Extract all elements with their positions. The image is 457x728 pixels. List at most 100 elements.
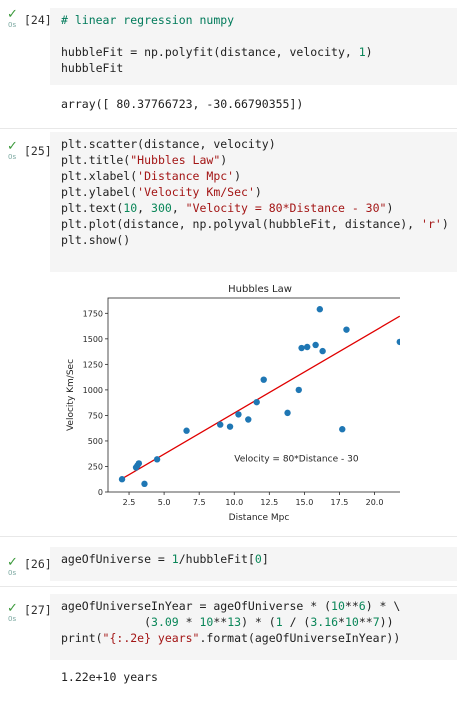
- run-duration: 0s: [8, 153, 16, 161]
- scatter-point: [296, 387, 302, 393]
- scatter-point: [312, 342, 318, 348]
- check-icon: ✓: [7, 8, 18, 21]
- code-token: plt.ylabel(: [61, 185, 137, 199]
- code-cell-27[interactable]: ✓ 0s [27] ageOfUniverseInYear = ageOfUni…: [0, 594, 457, 728]
- code-token: "{:.2e} years": [103, 631, 200, 645]
- hubbles-law-chart: Hubbles Law 0 250 500 750 1000 1250 1500 1750 2…: [60, 277, 400, 527]
- code-token: "Velocity = 80*Distance - 30": [186, 201, 387, 215]
- scatter-point: [343, 326, 349, 332]
- code-token: ,: [172, 201, 186, 215]
- code-token: (: [61, 615, 151, 629]
- code-token: ageOfUniverse =: [61, 552, 172, 566]
- code-token: plt.xlabel(: [61, 169, 137, 183]
- code-token: **: [345, 599, 359, 613]
- code-editor[interactable]: plt.scatter(distance, velocity) plt.title…: [50, 132, 457, 272]
- code-line: plt.show(): [61, 232, 130, 248]
- code-token: ): [366, 45, 373, 59]
- scatter-point: [284, 410, 290, 416]
- code-token: hubbleFit: [61, 61, 123, 75]
- code-line: ageOfUniverse = 1/hubbleFit[0]: [61, 551, 269, 567]
- code-line: plt.ylabel('Velocity Km/Sec'): [61, 184, 262, 200]
- cell-prompt: [26]: [24, 557, 52, 571]
- code-token: plt.scatter(distance, velocity): [61, 137, 276, 151]
- code-line: print("{:.2e} years".format(ageOfUnivers…: [61, 630, 400, 646]
- code-line: plt.xlabel('Distance Mpc'): [61, 168, 241, 184]
- code-token: / (: [283, 615, 311, 629]
- y-axis-label: Velocity Km/Sec: [66, 359, 76, 431]
- code-token: .format(ageOfUniverseInYear)): [199, 631, 400, 645]
- code-token: ): [234, 169, 241, 183]
- code-line: plt.text(10, 300, "Velocity = 80*Distanc…: [61, 200, 393, 216]
- code-token: 1: [276, 615, 283, 629]
- scatter-point: [183, 428, 189, 434]
- scatter-point: [339, 426, 345, 432]
- code-editor[interactable]: ageOfUniverse = 1/hubbleFit[0]: [50, 547, 457, 581]
- scatter-point: [119, 476, 125, 482]
- code-token: 10: [123, 201, 137, 215]
- code-token: ageOfUniverseInYear = ageOfUniverse * (: [61, 599, 331, 613]
- y-tick-label: 500: [88, 437, 103, 446]
- y-axis-ticks: 0 250 500 750 1000 1250 1500 1750: [83, 309, 108, 497]
- y-tick-label: 750: [88, 411, 103, 420]
- code-token: 6: [359, 599, 366, 613]
- code-cell-25[interactable]: ✓ 0s [25] plt.scatter(distance, velocity…: [0, 132, 457, 527]
- code-token: plt.plot(distance, np.polyval(hubbleFit,…: [61, 217, 421, 231]
- run-duration: 0s: [8, 615, 16, 623]
- cell-separator: [0, 586, 457, 587]
- code-line: hubbleFit = np.polyfit(distance, velocit…: [61, 44, 373, 60]
- code-token: 10: [200, 615, 214, 629]
- x-tick-label: 2.5: [123, 498, 136, 507]
- scatter-point: [245, 416, 251, 422]
- scatter-point: [261, 376, 267, 382]
- scatter-point: [141, 481, 147, 487]
- code-line: plt.scatter(distance, velocity): [61, 136, 276, 152]
- code-token: # linear regression numpy: [61, 13, 234, 27]
- cell-prompt: [27]: [24, 603, 52, 617]
- code-token: 7: [373, 615, 380, 629]
- y-tick-label: 1750: [83, 309, 103, 318]
- code-token: ): [255, 185, 262, 199]
- chart-title: Hubbles Law: [228, 284, 292, 295]
- code-token: 10: [331, 599, 345, 613]
- scatter-point: [298, 345, 304, 351]
- x-tick-label: 5.0: [158, 498, 171, 507]
- code-editor[interactable]: # linear regression numpy hubbleFit = np…: [50, 8, 457, 85]
- scatter-point: [227, 423, 233, 429]
- scatter-point: [217, 421, 223, 427]
- code-editor[interactable]: ageOfUniverseInYear = ageOfUniverse * (1…: [50, 594, 457, 660]
- code-line: plt.title("Hubbles Law"): [61, 152, 227, 168]
- code-line: # linear regression numpy: [61, 12, 234, 28]
- run-duration: 0s: [8, 21, 16, 29]
- code-line: hubbleFit: [61, 60, 123, 76]
- code-line: plt.plot(distance, np.polyval(hubbleFit,…: [61, 216, 449, 232]
- x-tick-label: 15.0: [295, 498, 313, 507]
- scatter-point: [253, 399, 259, 405]
- code-token: **: [213, 615, 227, 629]
- x-tick-label: 17.5: [331, 498, 349, 507]
- scatter-point: [317, 306, 323, 312]
- code-token: plt.text(: [61, 201, 123, 215]
- code-token: 0: [255, 552, 262, 566]
- code-token: /hubbleFit[: [179, 552, 255, 566]
- scatter-point: [319, 348, 325, 354]
- y-tick-label: 1500: [83, 335, 103, 344]
- code-token: ): [386, 201, 393, 215]
- code-cell-26[interactable]: ✓ 0s [26] ageOfUniverse = 1/hubbleFit[0]: [0, 547, 457, 583]
- plot-area: 0 250 500 750 1000 1250 1500 1750 2.5 5.0 7.5 10.0…: [83, 298, 400, 507]
- code-token: 'r': [421, 217, 442, 231]
- run-duration: 0s: [8, 569, 16, 577]
- x-tick-label: 12.5: [260, 498, 278, 507]
- code-token: 'Distance Mpc': [137, 169, 234, 183]
- code-token: plt.title(: [61, 153, 130, 167]
- code-cell-24[interactable]: ✓ 0s [24] # linear regression numpy hubb…: [0, 8, 457, 120]
- code-token: ): [220, 153, 227, 167]
- y-tick-label: 0: [98, 488, 103, 497]
- code-token: ) * (: [241, 615, 276, 629]
- code-token: ): [442, 217, 449, 231]
- code-token: **: [359, 615, 373, 629]
- code-line: ageOfUniverseInYear = ageOfUniverse * (1…: [61, 598, 400, 614]
- y-tick-label: 1000: [83, 386, 103, 395]
- scatter-point: [304, 344, 310, 350]
- cell-prompt: [25]: [24, 144, 52, 158]
- code-token: ,: [137, 201, 151, 215]
